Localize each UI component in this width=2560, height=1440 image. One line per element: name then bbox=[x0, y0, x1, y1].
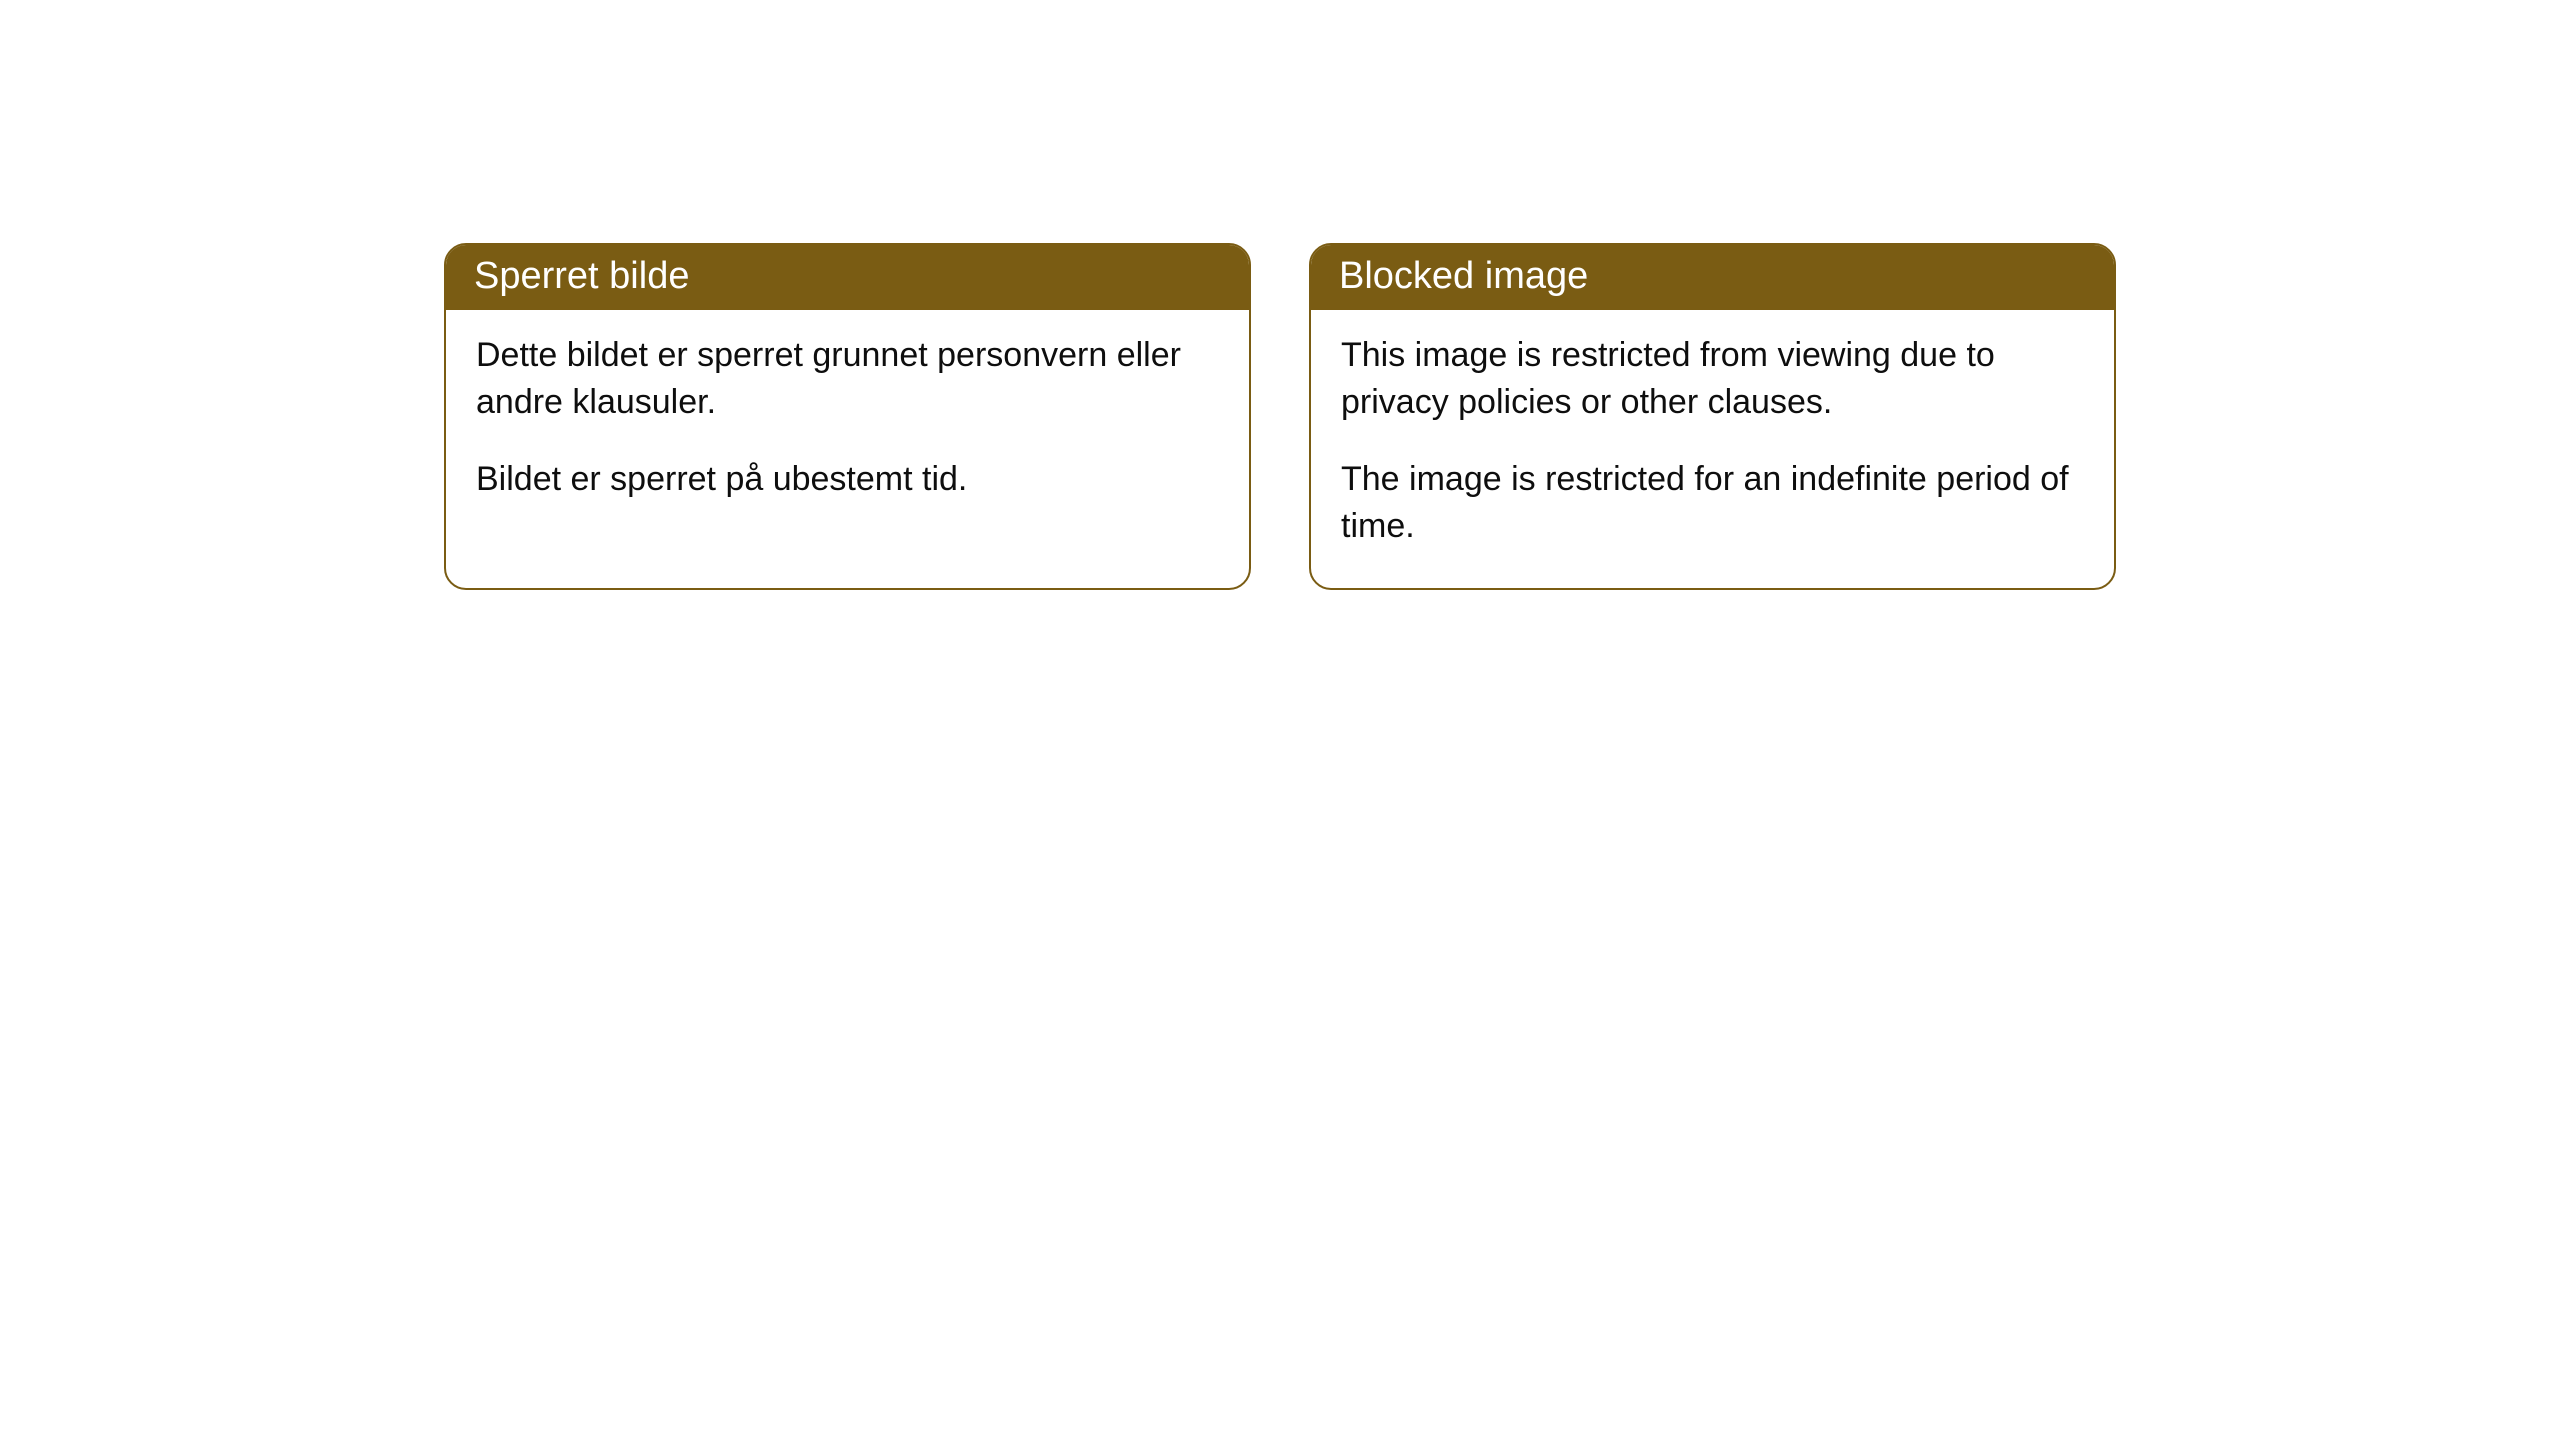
notice-cards-container: Sperret bilde Dette bildet er sperret gr… bbox=[0, 243, 2560, 590]
card-paragraph: Dette bildet er sperret grunnet personve… bbox=[476, 332, 1219, 426]
card-header: Sperret bilde bbox=[446, 245, 1249, 310]
card-paragraph: This image is restricted from viewing du… bbox=[1341, 332, 2084, 426]
blocked-image-card-norwegian: Sperret bilde Dette bildet er sperret gr… bbox=[444, 243, 1251, 590]
card-body: Dette bildet er sperret grunnet personve… bbox=[446, 310, 1249, 541]
card-header: Blocked image bbox=[1311, 245, 2114, 310]
card-body: This image is restricted from viewing du… bbox=[1311, 310, 2114, 588]
card-title: Sperret bilde bbox=[474, 255, 689, 297]
card-title: Blocked image bbox=[1339, 255, 1588, 297]
card-paragraph: The image is restricted for an indefinit… bbox=[1341, 456, 2084, 550]
blocked-image-card-english: Blocked image This image is restricted f… bbox=[1309, 243, 2116, 590]
card-paragraph: Bildet er sperret på ubestemt tid. bbox=[476, 456, 1219, 503]
